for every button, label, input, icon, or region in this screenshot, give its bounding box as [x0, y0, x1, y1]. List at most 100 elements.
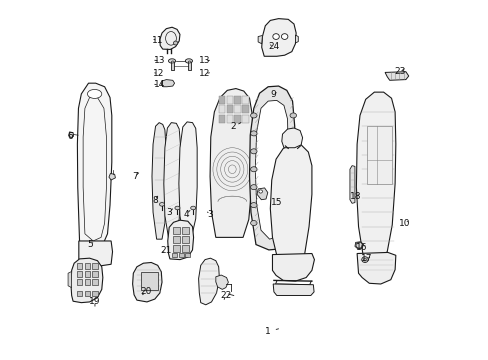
Polygon shape — [167, 220, 193, 260]
FancyBboxPatch shape — [242, 105, 249, 113]
Polygon shape — [71, 258, 102, 303]
Text: 1: 1 — [264, 327, 278, 336]
Text: 9: 9 — [270, 90, 276, 99]
Ellipse shape — [250, 167, 257, 172]
Text: 15: 15 — [270, 198, 282, 207]
FancyBboxPatch shape — [218, 96, 225, 104]
Polygon shape — [161, 80, 174, 87]
Polygon shape — [356, 92, 395, 261]
Ellipse shape — [250, 221, 257, 226]
Ellipse shape — [363, 258, 366, 261]
Polygon shape — [215, 275, 228, 289]
Ellipse shape — [289, 221, 296, 226]
Polygon shape — [384, 72, 408, 80]
Text: 20: 20 — [140, 287, 151, 296]
Ellipse shape — [289, 167, 296, 172]
Polygon shape — [77, 83, 112, 252]
FancyBboxPatch shape — [182, 245, 188, 252]
Polygon shape — [69, 132, 73, 138]
FancyBboxPatch shape — [242, 96, 249, 104]
Ellipse shape — [361, 257, 367, 262]
Text: 11: 11 — [152, 36, 163, 45]
Text: 8: 8 — [152, 196, 158, 205]
Text: 7: 7 — [132, 172, 139, 181]
Ellipse shape — [250, 203, 257, 208]
Text: 24: 24 — [268, 42, 279, 51]
Polygon shape — [163, 123, 180, 237]
FancyBboxPatch shape — [140, 272, 158, 291]
Polygon shape — [198, 258, 219, 305]
FancyBboxPatch shape — [234, 115, 241, 123]
Text: 3: 3 — [207, 210, 213, 219]
Text: 18: 18 — [349, 192, 361, 201]
Text: 3: 3 — [166, 208, 172, 217]
Text: 14: 14 — [153, 81, 164, 90]
Ellipse shape — [272, 34, 279, 40]
Text: 21: 21 — [160, 246, 172, 255]
Polygon shape — [354, 242, 363, 249]
Polygon shape — [258, 36, 262, 44]
FancyBboxPatch shape — [92, 263, 98, 269]
Ellipse shape — [250, 149, 257, 154]
Ellipse shape — [250, 185, 257, 190]
Text: 13: 13 — [154, 57, 165, 66]
Polygon shape — [132, 262, 162, 302]
Text: 12: 12 — [199, 69, 210, 78]
FancyBboxPatch shape — [182, 226, 188, 234]
Polygon shape — [179, 122, 197, 237]
FancyBboxPatch shape — [218, 115, 225, 123]
FancyBboxPatch shape — [182, 236, 188, 243]
Polygon shape — [281, 128, 302, 148]
FancyBboxPatch shape — [92, 291, 98, 296]
Text: 19: 19 — [89, 297, 101, 306]
Polygon shape — [257, 188, 267, 200]
Polygon shape — [249, 86, 294, 250]
Text: 13: 13 — [199, 57, 210, 66]
Text: 5: 5 — [87, 240, 93, 249]
Text: 17: 17 — [360, 255, 371, 264]
Ellipse shape — [250, 131, 257, 136]
FancyBboxPatch shape — [184, 253, 190, 257]
Polygon shape — [272, 253, 314, 281]
Polygon shape — [152, 123, 166, 239]
Text: 6: 6 — [67, 132, 73, 141]
FancyBboxPatch shape — [226, 115, 233, 123]
FancyBboxPatch shape — [234, 96, 241, 104]
FancyBboxPatch shape — [84, 263, 90, 269]
Polygon shape — [109, 174, 115, 180]
Polygon shape — [273, 284, 313, 296]
Ellipse shape — [175, 206, 180, 210]
FancyBboxPatch shape — [84, 279, 90, 285]
Text: 16: 16 — [356, 243, 367, 252]
Text: 22: 22 — [220, 291, 231, 300]
Ellipse shape — [173, 41, 178, 45]
Ellipse shape — [289, 113, 296, 118]
Polygon shape — [210, 89, 253, 237]
Text: 12: 12 — [152, 69, 164, 78]
FancyBboxPatch shape — [92, 279, 98, 285]
Polygon shape — [295, 35, 298, 43]
Ellipse shape — [289, 185, 296, 190]
Text: 23: 23 — [394, 67, 406, 76]
Polygon shape — [356, 252, 395, 284]
FancyBboxPatch shape — [173, 226, 180, 234]
Polygon shape — [270, 144, 311, 267]
Text: 2: 2 — [230, 122, 241, 131]
FancyBboxPatch shape — [173, 236, 180, 243]
Ellipse shape — [190, 206, 195, 210]
Ellipse shape — [250, 113, 257, 118]
Ellipse shape — [289, 149, 296, 154]
FancyBboxPatch shape — [226, 96, 233, 104]
Polygon shape — [68, 271, 72, 288]
Ellipse shape — [171, 61, 174, 63]
Ellipse shape — [185, 59, 192, 63]
Polygon shape — [79, 241, 112, 268]
Ellipse shape — [168, 59, 175, 63]
FancyBboxPatch shape — [242, 115, 249, 123]
FancyBboxPatch shape — [84, 291, 90, 296]
FancyBboxPatch shape — [77, 291, 82, 296]
FancyBboxPatch shape — [366, 126, 391, 184]
FancyBboxPatch shape — [92, 271, 98, 277]
Text: 10: 10 — [399, 219, 410, 228]
FancyBboxPatch shape — [188, 62, 191, 69]
